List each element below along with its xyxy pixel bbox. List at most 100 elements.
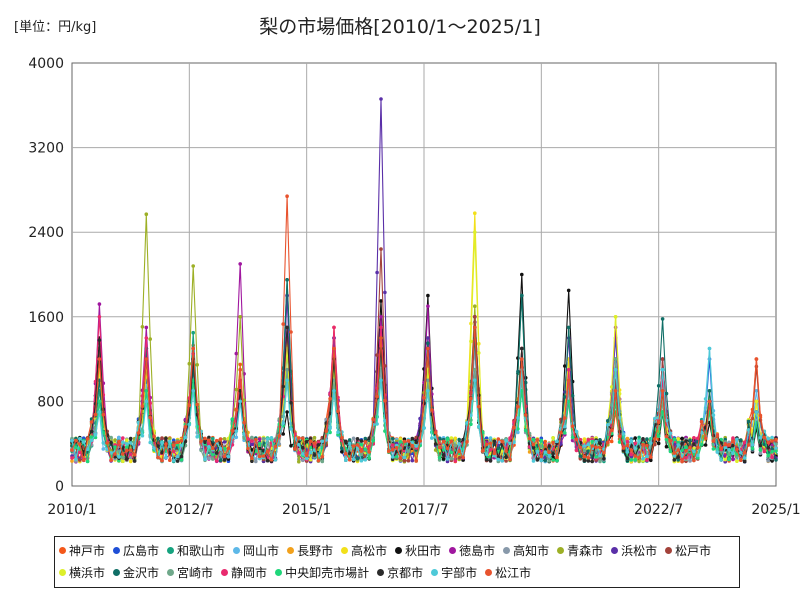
data-point	[570, 393, 575, 398]
data-point	[445, 459, 450, 464]
data-point	[398, 456, 403, 460]
data-point	[148, 337, 152, 341]
data-point	[281, 432, 286, 436]
data-point	[461, 455, 465, 460]
data-point	[238, 315, 242, 319]
data-point	[242, 420, 246, 425]
data-point	[520, 293, 524, 298]
data-point	[559, 430, 563, 435]
legend-label: 広島市	[123, 543, 160, 558]
data-point	[586, 438, 591, 442]
data-point	[551, 458, 555, 462]
data-point	[121, 452, 125, 456]
data-point	[74, 438, 78, 443]
data-point	[488, 436, 493, 440]
data-point	[742, 456, 747, 460]
data-point	[273, 457, 278, 462]
data-point	[78, 436, 82, 441]
data-point	[121, 459, 125, 464]
legend-label: 長野市	[297, 543, 334, 558]
data-point	[250, 442, 254, 447]
data-point	[488, 459, 493, 463]
legend-marker	[113, 568, 121, 576]
data-point	[390, 443, 395, 447]
data-point	[289, 400, 293, 405]
data-point	[582, 454, 587, 459]
data-point	[218, 458, 223, 463]
data-point	[414, 440, 419, 445]
data-point	[578, 445, 583, 450]
data-point	[656, 434, 661, 438]
data-point	[187, 422, 192, 427]
legend-label: 和歌山市	[177, 543, 226, 558]
data-point	[148, 440, 152, 445]
data-point	[406, 449, 411, 454]
data-point	[379, 247, 383, 251]
data-point	[355, 437, 360, 441]
data-point	[563, 424, 567, 429]
data-point	[625, 450, 630, 454]
data-point	[621, 446, 626, 450]
data-point	[594, 439, 598, 444]
data-point	[590, 444, 594, 448]
data-point	[703, 397, 708, 401]
data-point	[164, 442, 168, 446]
data-point	[390, 455, 395, 459]
data-point	[660, 357, 665, 361]
legend-item: 神戸市	[59, 540, 105, 560]
data-point	[523, 380, 528, 385]
data-point	[570, 435, 575, 440]
data-point	[128, 452, 133, 457]
data-point	[285, 325, 289, 330]
data-point	[347, 457, 352, 462]
data-point	[680, 441, 684, 446]
data-point	[727, 443, 731, 447]
data-point	[621, 432, 626, 436]
data-point	[598, 441, 602, 446]
data-point	[629, 452, 634, 457]
data-point	[692, 452, 696, 456]
legend-marker	[233, 546, 241, 554]
data-point	[566, 399, 571, 404]
data-point	[70, 439, 74, 443]
data-point	[437, 456, 442, 460]
data-point	[696, 445, 700, 450]
data-point	[410, 436, 415, 441]
data-point	[461, 437, 465, 442]
data-point	[340, 450, 344, 454]
data-point	[207, 456, 211, 461]
data-point	[328, 396, 332, 401]
data-point	[645, 454, 649, 459]
data-point	[234, 429, 239, 433]
data-point	[449, 436, 454, 440]
data-point	[128, 436, 133, 441]
data-point	[297, 451, 301, 455]
data-point	[304, 453, 309, 458]
data-point	[633, 446, 637, 451]
data-point	[641, 456, 645, 461]
data-point	[739, 438, 743, 442]
data-point	[477, 404, 481, 409]
data-point	[222, 446, 227, 451]
data-point	[703, 436, 708, 441]
data-point	[81, 458, 86, 462]
data-point	[492, 439, 497, 444]
data-point	[555, 455, 559, 460]
data-point	[230, 428, 235, 433]
data-point	[739, 442, 743, 446]
data-point	[582, 449, 587, 453]
data-point	[230, 417, 235, 421]
data-point	[222, 454, 227, 459]
data-point	[656, 441, 661, 446]
data-point	[406, 439, 411, 443]
series-layer	[70, 97, 778, 464]
data-point	[218, 446, 223, 451]
data-point	[109, 441, 113, 445]
data-point	[297, 459, 301, 464]
data-point	[144, 389, 149, 393]
data-point	[692, 449, 696, 454]
data-point	[582, 458, 587, 463]
data-point	[367, 450, 372, 454]
data-point	[359, 458, 364, 463]
data-point	[723, 442, 727, 447]
